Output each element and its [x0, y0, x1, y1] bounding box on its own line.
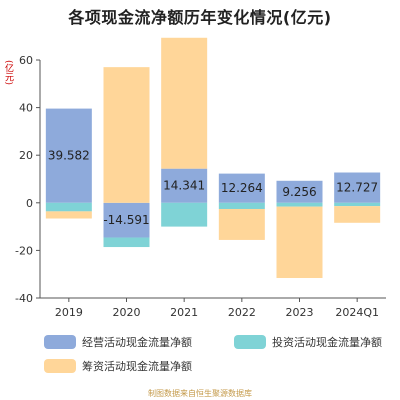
y-tick-label: 20: [19, 149, 33, 162]
chart-title: 各项现金流净额历年变化情况(亿元): [68, 8, 332, 27]
bar-financing-2020: [103, 67, 150, 203]
x-tick-label: 2021: [170, 306, 198, 319]
data-label-operating-2019: 39.582: [48, 149, 90, 163]
legend-item-financing[interactable]: 筹资活动现金流量净额: [44, 358, 192, 374]
bar-investing-2021: [161, 202, 208, 227]
data-label-operating-2024Q1: 12.727: [336, 181, 378, 195]
y-tick-label: -20: [15, 244, 33, 257]
bar-financing-2021: [161, 37, 208, 169]
x-tick-label: 2023: [286, 306, 314, 319]
data-label-operating-2020: -14.591: [103, 213, 149, 227]
source-note: 制图数据来自恒生聚源数据库: [148, 389, 252, 398]
bar-investing-2024Q1: [334, 202, 381, 207]
data-label-operating-2021: 14.341: [163, 179, 205, 193]
y-tick-label: -40: [15, 292, 33, 305]
bar-operating-2020: [103, 202, 150, 238]
x-tick-label: 2024Q1: [335, 306, 379, 319]
legend-item-investing[interactable]: 投资活动现金流量净额: [234, 334, 382, 350]
bar-financing-2023: [276, 206, 323, 279]
y-tick-label: 60: [19, 54, 33, 67]
data-label-operating-2023: 9.256: [282, 185, 316, 199]
bar-operating-2023: [276, 180, 323, 203]
x-tick-label: 2019: [55, 306, 83, 319]
bar-operating-2022: [218, 173, 265, 203]
y-axis-unit-label: (亿元): [3, 60, 13, 86]
legend-label-financing: 筹资活动现金流量净额: [82, 360, 192, 373]
legend-label-operating: 经营活动现金流量净额: [82, 336, 192, 349]
legend-swatch-operating: [44, 335, 76, 349]
bar-investing-2022: [218, 202, 265, 209]
y-tick-label: 40: [19, 102, 33, 115]
data-label-operating-2022: 12.264: [221, 181, 263, 195]
bar-financing-2024Q1: [334, 206, 381, 223]
bar-investing-2019: [45, 202, 92, 212]
bar-investing-2023: [276, 202, 323, 207]
legend-swatch-investing: [234, 335, 266, 349]
legend-swatch-financing: [44, 359, 76, 373]
bar-operating-2024Q1: [334, 172, 381, 203]
bar-operating-2019: [45, 108, 92, 203]
y-tick-label: 0: [26, 197, 33, 210]
bar-financing-2019: [45, 211, 92, 219]
cashflow-bar-chart: -40 -20 0 20 40 60 39.582 2019 -14.591 2020 14.341…: [15, 37, 386, 319]
x-tick-label: 2022: [228, 306, 256, 319]
legend-label-investing: 投资活动现金流量净额: [272, 336, 382, 349]
legend-item-operating[interactable]: 经营活动现金流量净额: [44, 334, 192, 350]
x-tick-label: 2020: [113, 306, 141, 319]
bar-financing-2022: [218, 208, 265, 240]
bar-investing-2020: [103, 237, 150, 248]
bar-operating-2021: [161, 168, 208, 203]
